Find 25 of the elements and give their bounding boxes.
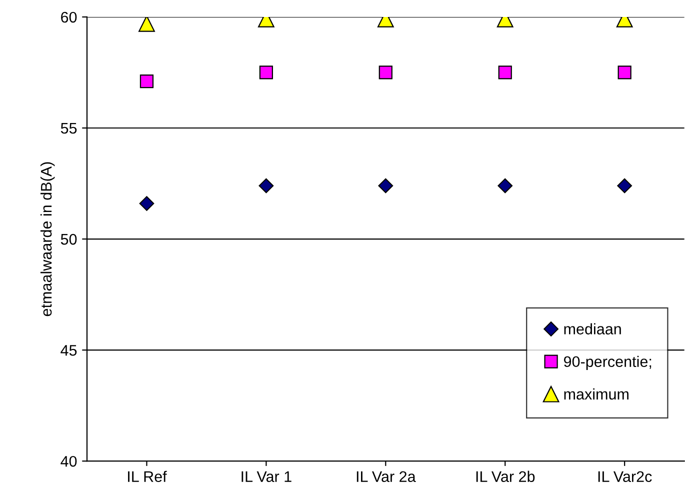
x-tick-label: IL Var 2a xyxy=(356,471,416,482)
x-tick-label: IL Var 1 xyxy=(242,471,292,482)
point xyxy=(618,66,632,80)
x-tick-label: IL Var 2b xyxy=(476,470,535,482)
x-tick-label: IL Var2c xyxy=(598,471,652,482)
point xyxy=(259,66,273,80)
x-tick-label: IL Ref xyxy=(128,470,167,482)
point xyxy=(378,66,392,80)
y-tick-label: 60 xyxy=(61,12,77,23)
legend-label: mediaan xyxy=(564,323,621,334)
point xyxy=(498,66,512,80)
point xyxy=(498,178,513,194)
point xyxy=(378,178,394,194)
point xyxy=(140,74,154,88)
legend-label: maximum xyxy=(564,388,628,400)
y-tick-label: 45 xyxy=(60,345,77,356)
legend-label: 90-percentie; xyxy=(564,356,652,370)
point xyxy=(617,178,632,194)
y-tick-label: 50 xyxy=(60,234,77,245)
y-axis-title: etmaalwaarde in dB(A) xyxy=(40,162,55,316)
point xyxy=(258,178,274,194)
point xyxy=(139,196,154,211)
y-tick-label: 40 xyxy=(60,456,77,467)
point xyxy=(138,16,155,32)
y-tick-label: 55 xyxy=(60,123,77,134)
